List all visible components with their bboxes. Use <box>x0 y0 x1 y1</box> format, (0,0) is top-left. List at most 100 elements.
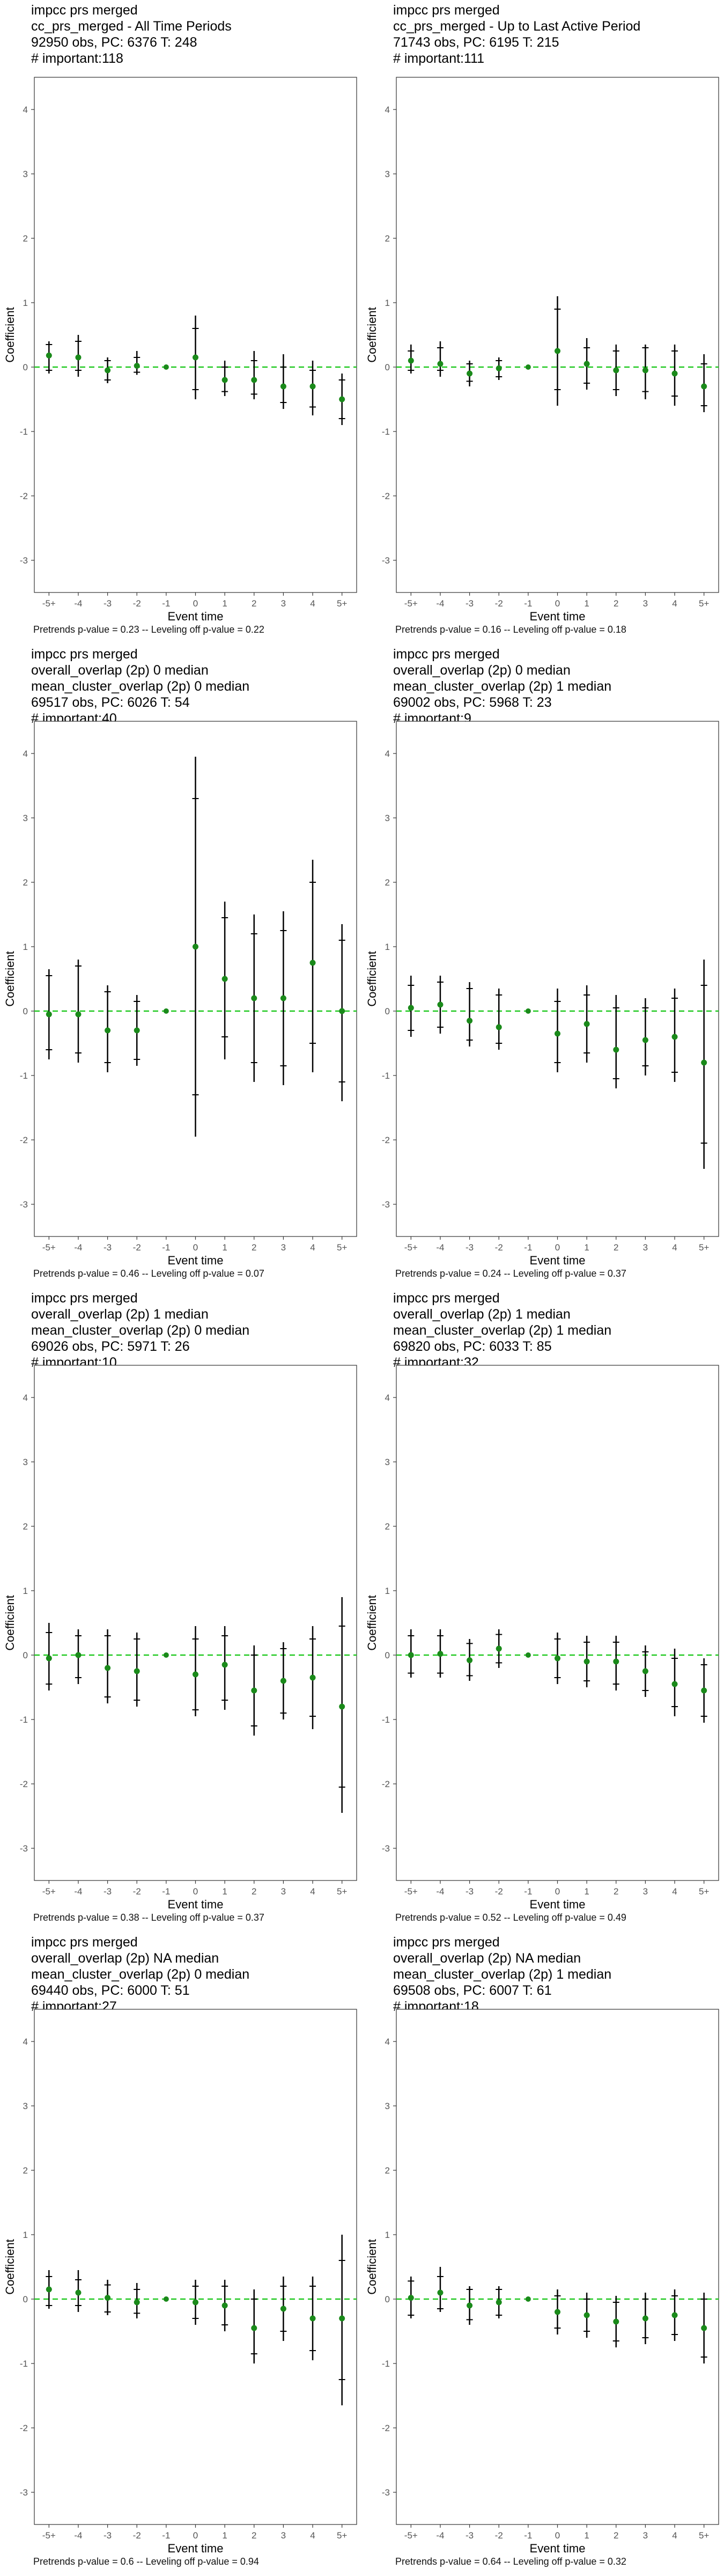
y-tick-label: 3 <box>385 1457 390 1467</box>
y-axis-title: Coefficient <box>3 307 17 363</box>
plot-area: -3 -2 -1 0 1 2 3 4 -5+ -4 -3 -2 -1 0 1 2 3 4 5+ Event time C… <box>365 77 719 623</box>
y-tick-label: 1 <box>23 298 28 308</box>
x-tick-label: -1 <box>524 1886 532 1897</box>
y-tick-label: 3 <box>385 2101 390 2111</box>
y-tick-label: 3 <box>23 1457 28 1467</box>
pvalue-caption: Pretrends p-value = 0.6 -- Leveling off … <box>33 2556 259 2567</box>
y-tick-label: -3 <box>20 2487 28 2498</box>
estimate-point <box>309 2315 316 2322</box>
y-tick-label: 4 <box>23 1393 28 1403</box>
estimate-point <box>221 377 228 383</box>
y-tick-label: 0 <box>23 2294 28 2304</box>
chart-title-line: mean_cluster_overlap (2p) 0 median <box>31 1323 250 1338</box>
y-tick-label: 2 <box>23 2165 28 2176</box>
chart-panel: impcc prs merged overall_overlap (2p) NA … <box>0 1932 362 2576</box>
x-tick-label: 4 <box>672 598 677 609</box>
estimate-point <box>339 1008 345 1014</box>
plot-border <box>396 1365 719 1881</box>
chart-title-line: 69002 obs, PC: 5968 T: 23 <box>393 695 552 710</box>
x-tick-label: -1 <box>162 2530 170 2541</box>
y-tick-label: 4 <box>23 2037 28 2047</box>
x-tick-label: 3 <box>643 2530 648 2541</box>
estimate-point <box>583 1658 590 1665</box>
x-tick-label: -1 <box>162 1886 170 1897</box>
x-tick-label: -4 <box>436 598 444 609</box>
x-tick-label: -3 <box>104 1242 112 1253</box>
x-tick-label: -2 <box>495 598 503 609</box>
y-tick-label: 3 <box>385 169 390 179</box>
chart-title-line: mean_cluster_overlap (2p) 1 median <box>393 679 612 694</box>
y-axis-title: Coefficient <box>365 2239 379 2295</box>
estimate-point <box>193 943 198 950</box>
y-tick-label: 2 <box>385 2165 390 2176</box>
y-axis-title: Coefficient <box>365 307 379 363</box>
y-tick-label: 0 <box>23 1650 28 1660</box>
pvalue-caption: Pretrends p-value = 0.52 -- Leveling off… <box>395 1912 626 1923</box>
pvalue-caption: Pretrends p-value = 0.23 -- Leveling off… <box>33 624 264 635</box>
estimate-point <box>280 1678 286 1684</box>
y-tick-label: -1 <box>382 2359 390 2369</box>
estimate-point <box>555 1655 560 1662</box>
estimate-point <box>75 1011 82 1018</box>
chart-title-line: mean_cluster_overlap (2p) 0 median <box>31 1967 250 1982</box>
y-tick-label: 1 <box>23 942 28 952</box>
x-tick-label: -5+ <box>404 1886 418 1897</box>
estimate-point <box>193 1671 198 1678</box>
x-tick-label: -2 <box>495 1886 503 1897</box>
x-tick-label: 2 <box>252 2530 256 2541</box>
reference-point <box>163 1008 169 1014</box>
estimate-point <box>642 1037 648 1043</box>
estimate-point <box>309 960 316 966</box>
x-tick-label: 3 <box>281 1242 286 1253</box>
x-tick-label: 3 <box>643 1242 648 1253</box>
x-tick-label: -1 <box>524 2530 532 2541</box>
chart-title-line: overall_overlap (2p) NA median <box>31 1951 219 1966</box>
estimate-point <box>613 1658 619 1665</box>
chart-title-line: 69026 obs, PC: 5971 T: 26 <box>31 1339 190 1354</box>
x-tick-label: 5+ <box>699 598 709 609</box>
x-tick-label: -2 <box>133 2530 141 2541</box>
estimate-point <box>221 2302 228 2309</box>
estimate-point <box>408 1652 414 1658</box>
x-tick-label: 1 <box>222 1886 227 1897</box>
y-tick-label: 1 <box>23 1586 28 1596</box>
y-tick-label: -3 <box>382 2487 390 2498</box>
chart-title-line: impcc prs merged <box>393 3 500 18</box>
plot-area: -3 -2 -1 0 1 2 3 4 -5+ -4 -3 -2 -1 0 1 2 3 4 5+ Event time C… <box>3 2009 357 2555</box>
y-tick-label: -1 <box>20 2359 28 2369</box>
x-tick-label: 0 <box>555 1886 560 1897</box>
x-tick-label: 2 <box>252 598 256 609</box>
x-tick-label: 2 <box>614 1886 618 1897</box>
chart-panel: impcc prs merged overall_overlap (2p) 1 m… <box>362 1288 724 1932</box>
x-tick-label: -1 <box>162 1242 170 1253</box>
chart-title-line: 69508 obs, PC: 6007 T: 61 <box>393 1983 552 1998</box>
x-tick-label: 0 <box>193 598 198 609</box>
x-tick-label: 2 <box>252 1242 256 1253</box>
x-tick-label: 1 <box>584 1242 589 1253</box>
x-tick-label: -5+ <box>42 1886 56 1897</box>
y-tick-label: 0 <box>385 2294 390 2304</box>
y-tick-label: 4 <box>23 749 28 759</box>
x-tick-label: 1 <box>584 598 589 609</box>
y-tick-label: 3 <box>23 813 28 823</box>
x-tick-label: -3 <box>104 1886 112 1897</box>
estimate-point <box>496 1024 502 1030</box>
chart-title-line: 71743 obs, PC: 6195 T: 215 <box>393 35 559 50</box>
plot-border <box>34 2009 357 2525</box>
x-tick-label: -5+ <box>404 1242 418 1253</box>
plot-area: -3 -2 -1 0 1 2 3 4 -5+ -4 -3 -2 -1 0 1 2 3 4 5+ Event time C… <box>3 77 357 623</box>
chart-title-line: 69440 obs, PC: 6000 T: 51 <box>31 1983 190 1998</box>
estimate-point <box>46 1011 52 1018</box>
x-tick-label: 5+ <box>337 598 347 609</box>
estimate-point <box>105 367 111 374</box>
x-tick-label: 0 <box>193 2530 198 2541</box>
y-tick-label: 0 <box>23 1006 28 1016</box>
x-tick-label: -5+ <box>42 2530 56 2541</box>
chart-title: impcc prs merged cc_prs_merged - Up to La… <box>393 2 640 67</box>
chart-title-line: impcc prs merged <box>31 3 138 18</box>
y-tick-label: -2 <box>382 491 390 501</box>
y-tick-label: 3 <box>23 2101 28 2111</box>
estimate-point <box>701 383 707 390</box>
chart-title-line: impcc prs merged <box>31 647 138 662</box>
x-tick-label: 5+ <box>337 2530 347 2541</box>
